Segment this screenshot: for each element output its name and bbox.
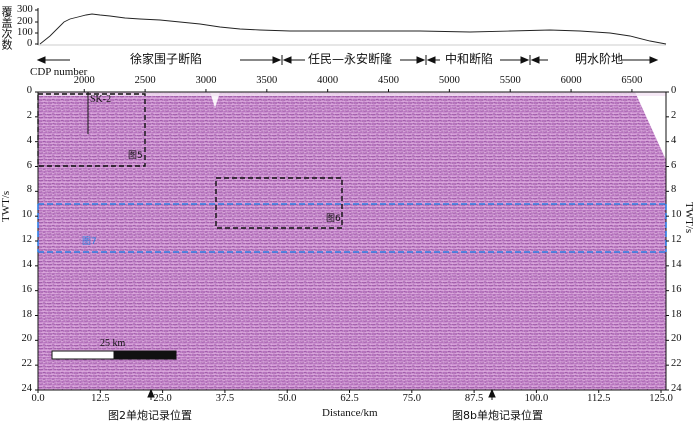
cdp-tick-label: 6500 (621, 75, 643, 86)
twt-right-tick-label: 24 (671, 383, 682, 394)
well-label: SK-2 (90, 94, 112, 105)
twt-right-tick-label: 18 (671, 308, 682, 320)
cdp-tick-label: 4500 (378, 75, 399, 86)
twt-left-tick-label: 18 (21, 308, 33, 320)
twt-left-tick-label: 20 (21, 333, 33, 345)
distance-tick-label: 112.5 (587, 393, 611, 404)
twt-right-tick-label: 16 (671, 283, 682, 295)
cdp-tick-label: 4000 (317, 75, 339, 86)
seismic-section (37, 91, 667, 391)
distance-tick-label: 87.5 (464, 393, 484, 404)
twt-axis-label-right: TWT/s (683, 202, 695, 234)
fold-tick-0: 0 (27, 38, 33, 49)
distance-tick-label: 25.0 (153, 393, 172, 404)
region-label-xujia: 徐家围子断陷 (130, 52, 203, 66)
twt-left-tick-label: 12 (21, 234, 33, 245)
twt-left-tick-label: 16 (21, 283, 33, 295)
scale-bar-black (113, 350, 177, 360)
shot-label-fig2: 图2单炮记录位置 (108, 409, 192, 422)
region-arrows (36, 55, 659, 65)
fold-tick-100: 100 (17, 27, 33, 38)
fold-panel (35, 8, 667, 46)
axis-ticks (35, 89, 669, 393)
cdp-tick-label: 5500 (499, 75, 521, 86)
cdp-tick-label: 6000 (560, 75, 582, 86)
twt-right-tick-label: 0 (671, 85, 677, 96)
distance-tick-label: 62.5 (340, 393, 359, 404)
distance-tick-label: 12.5 (91, 393, 110, 404)
twt-left-tick-label: 8 (26, 184, 32, 196)
region-label-renmin: 任民—永安断隆 (308, 52, 393, 66)
distance-tick-label: 0.0 (31, 393, 45, 404)
box-fig5 (37, 93, 146, 167)
shot-arrows (147, 388, 496, 400)
region-label-mingshui: 明水阶地 (575, 52, 624, 66)
cdp-tick-label: 2500 (134, 75, 156, 86)
fold-axis-label: 覆盖次数 (0, 6, 13, 50)
distance-axis-label: Distance/km (322, 407, 378, 419)
twt-left-tick-label: 4 (26, 134, 32, 146)
cdp-tick-label: 5000 (438, 75, 460, 86)
scale-bar-label: 25 km (100, 338, 126, 349)
twt-right-tick-label: 8 (671, 184, 677, 196)
cdp-tick-label: 3500 (256, 75, 278, 86)
fold-tick-300: 300 (17, 4, 33, 15)
twt-right-tick-label: 10 (671, 209, 682, 221)
no-data-wedge (635, 92, 666, 160)
fold-tick-200: 200 (17, 16, 33, 27)
cdp-tick-label: 2000 (73, 75, 95, 86)
twt-left-tick-label: 6 (26, 159, 32, 171)
distance-tick-label: 100.0 (524, 393, 549, 404)
twt-left-tick-label: 0 (26, 85, 32, 96)
cdp-tick-label: 3000 (195, 75, 217, 86)
twt-left-tick-label: 24 (21, 383, 33, 394)
fold-curve (39, 13, 667, 45)
twt-left-tick-label: 10 (21, 209, 33, 221)
twt-left-tick-label: 14 (21, 258, 33, 270)
box-fig5-label: 图5 (128, 151, 143, 161)
twt-right-tick-label: 2 (671, 109, 677, 121)
box-fig6-label: 图6 (326, 214, 341, 224)
distance-tick-label: 75.0 (402, 393, 421, 404)
twt-right-tick-label: 4 (671, 134, 677, 146)
distance-tick-label: 50.0 (278, 393, 297, 404)
twt-right-tick-label: 6 (671, 159, 677, 171)
cdp-axis-label: CDP number (30, 66, 88, 78)
region-label-zhonghe: 中和断陷 (445, 52, 494, 66)
twt-axis-label-left: TWT/s (0, 190, 12, 222)
twt-right-tick-label: 14 (671, 258, 682, 270)
scale-bar-white (51, 350, 115, 360)
box-fig7-label: 图7 (82, 237, 97, 247)
twt-right-tick-label: 12 (671, 234, 682, 245)
twt-left-tick-label: 22 (21, 358, 33, 370)
twt-right-tick-label: 22 (671, 358, 682, 370)
shot-label-fig8b: 图8b单炮记录位置 (452, 409, 543, 422)
distance-tick-label: 37.5 (215, 393, 235, 404)
twt-left-tick-label: 2 (26, 109, 32, 121)
distance-tick-label: 125.0 (649, 393, 673, 404)
twt-right-tick-label: 20 (671, 333, 682, 345)
